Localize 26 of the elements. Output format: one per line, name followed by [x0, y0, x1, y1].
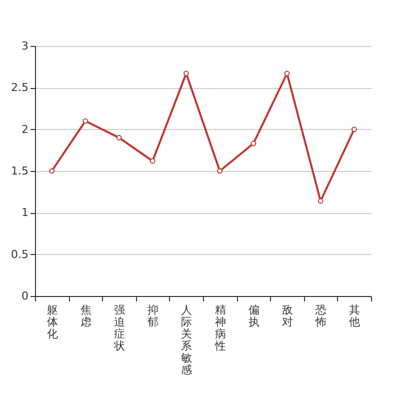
- x-tick-label: 人际关系敏感: [181, 304, 192, 376]
- x-tick-label: 躯体化: [46, 304, 58, 340]
- y-tick-label: 3: [22, 40, 28, 52]
- y-tick-label: 0.5: [11, 248, 28, 261]
- y-tick-label: 1.5: [11, 164, 28, 178]
- point: [318, 198, 324, 204]
- y-tick-label: 0: [22, 290, 28, 302]
- x-tick-label: 精神病性: [214, 304, 226, 352]
- x-tick-label: 偏执: [248, 304, 260, 328]
- y-tick-label: 2.5: [11, 81, 28, 94]
- point: [284, 70, 290, 76]
- point: [49, 168, 55, 174]
- point: [150, 158, 156, 164]
- x-tick-label: 抑郁: [148, 304, 159, 328]
- y-tick-label: 1: [22, 206, 28, 220]
- point: [250, 140, 256, 146]
- y-tick-label: 2: [22, 122, 28, 136]
- point: [217, 168, 223, 174]
- x-tick-label: 其他: [349, 304, 360, 328]
- x-tick-label: 焦虑: [80, 304, 92, 328]
- x-tick-label: 敌对: [282, 304, 293, 328]
- x-tick-label: 强迫症状: [113, 304, 125, 352]
- x-tick-label: 恐怖: [314, 304, 327, 328]
- point: [82, 118, 88, 124]
- point: [116, 134, 122, 140]
- point: [351, 126, 357, 132]
